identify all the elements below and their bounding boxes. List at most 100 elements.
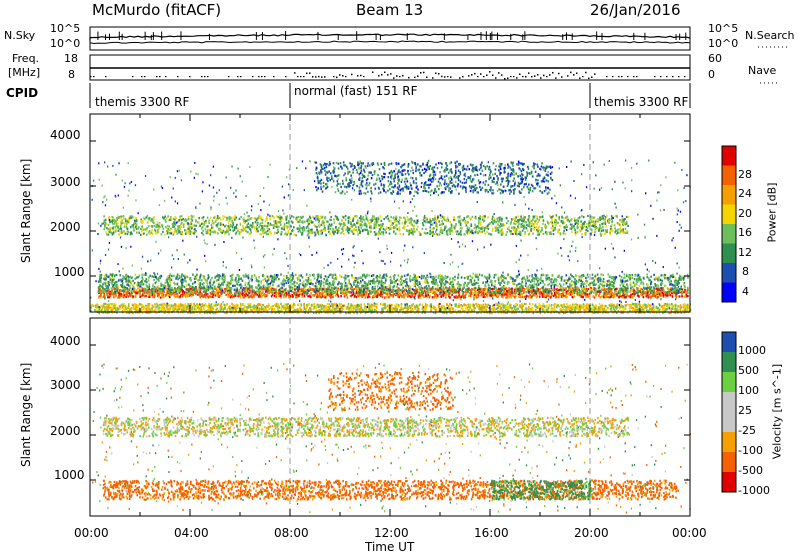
power-cell <box>392 291 394 294</box>
power-cell <box>328 285 331 288</box>
power-cell <box>279 290 282 293</box>
power-cell <box>230 278 233 281</box>
power-cell <box>115 280 118 284</box>
power-cell <box>580 295 583 298</box>
power-cell <box>245 275 248 278</box>
power-cell <box>677 291 680 294</box>
power-cell <box>192 273 194 276</box>
power-cell <box>509 292 512 295</box>
power-cell <box>207 293 209 296</box>
power-cell <box>323 294 326 297</box>
power-cell <box>439 275 442 278</box>
power-cell <box>209 228 212 231</box>
power-cell <box>362 291 365 294</box>
power-cell <box>425 285 428 288</box>
power-cell <box>536 287 539 290</box>
power-cell <box>218 283 220 286</box>
power-cell <box>317 276 320 279</box>
power-cell <box>398 289 400 292</box>
power-cell <box>385 273 387 276</box>
power-cell <box>184 279 187 282</box>
power-cell <box>146 226 148 230</box>
power-cell <box>222 215 224 218</box>
power-cell <box>572 276 575 279</box>
power-cell <box>221 277 224 280</box>
power-cell <box>169 228 171 231</box>
power-cell <box>218 294 221 298</box>
power-cell <box>343 232 345 235</box>
power-cell <box>418 291 421 294</box>
power-cell <box>161 283 164 286</box>
power-cell <box>298 224 301 227</box>
power-cell <box>104 220 106 223</box>
power-cell <box>311 293 314 297</box>
power-cell <box>512 294 514 297</box>
power-cell <box>341 215 344 218</box>
power-cell <box>247 282 250 285</box>
power-cell <box>263 288 265 291</box>
power-cell <box>162 291 165 294</box>
power-cell <box>264 288 267 291</box>
power-cell <box>574 233 577 236</box>
power-cell <box>448 293 450 297</box>
power-cell <box>128 292 131 295</box>
power-cell <box>303 295 306 298</box>
power-cell <box>392 293 395 296</box>
power-cell <box>571 280 573 283</box>
power-cell <box>554 277 556 281</box>
power-cell <box>286 290 289 293</box>
power-cell <box>534 291 537 294</box>
power-cell <box>124 277 127 280</box>
power-cell <box>310 281 312 285</box>
power-cell <box>107 296 109 299</box>
power-cell <box>382 276 384 279</box>
power-cell <box>406 274 409 277</box>
power-cell <box>616 287 618 290</box>
power-cell <box>332 283 334 287</box>
power-cell <box>561 295 564 298</box>
power-cell <box>273 216 275 219</box>
power-cell <box>520 292 522 295</box>
power-cell <box>158 287 160 290</box>
power-cell <box>677 288 679 291</box>
power-cell <box>609 275 611 278</box>
power-cell <box>493 219 496 222</box>
power-cell <box>625 287 627 290</box>
power-cell <box>469 279 471 282</box>
power-cell <box>336 216 339 219</box>
power-cell <box>280 282 283 285</box>
power-cell <box>569 293 572 296</box>
power-cell <box>551 288 554 291</box>
power-cell <box>404 278 407 281</box>
power-cell <box>335 275 338 278</box>
power-cell <box>104 276 107 279</box>
power-cell <box>494 280 497 283</box>
power-cell <box>543 289 545 292</box>
power-data-layer <box>90 159 692 315</box>
power-cell <box>508 294 510 297</box>
power-cell <box>419 296 422 299</box>
power-cell <box>241 289 244 293</box>
power-cell <box>271 293 274 296</box>
power-cell <box>258 288 260 291</box>
power-cell <box>537 279 539 283</box>
power-cell <box>602 222 604 225</box>
power-cell <box>182 225 185 229</box>
power-cell <box>488 287 490 290</box>
power-cell <box>246 226 249 229</box>
power-cell <box>487 283 490 286</box>
power-cell <box>469 274 471 277</box>
power-cell <box>477 290 480 293</box>
power-cell <box>445 286 447 289</box>
power-cell <box>221 282 224 285</box>
power-cell <box>291 279 293 282</box>
power-cell <box>196 289 198 293</box>
power-cell <box>628 274 631 277</box>
power-cell <box>235 287 238 290</box>
power-cell <box>333 218 335 221</box>
power-cell <box>325 275 327 278</box>
power-cell <box>536 276 539 280</box>
power-cell <box>532 286 534 289</box>
power-cell <box>236 292 238 295</box>
power-cell <box>516 289 518 292</box>
